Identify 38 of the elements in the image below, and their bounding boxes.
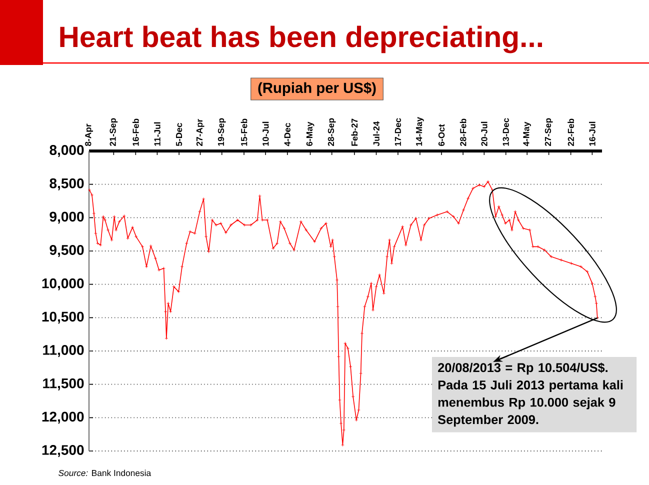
y-tick-label: 8,500 — [50, 178, 84, 190]
y-tick-label: 9,000 — [50, 212, 84, 224]
x-tick-label: Jul-24 — [373, 121, 380, 146]
x-tick-label: 10-Jul — [262, 122, 269, 146]
x-tick-label: 6-Oct — [438, 124, 445, 146]
x-tick-label: 13-Dec — [502, 118, 509, 146]
x-tick-label: 4-May — [523, 122, 531, 146]
x-tick-label: 5-Dec — [176, 122, 182, 146]
x-tick-label: 6-May — [306, 122, 314, 146]
y-tick-label: 12,000 — [42, 412, 84, 424]
y-tick-label: 10,500 — [42, 312, 84, 324]
x-tick-label: 16-Jul — [589, 122, 596, 146]
chart-subtitle: (Rupiah per US$) — [258, 82, 376, 96]
x-tick-label: 22-Feb — [568, 118, 574, 146]
x-tick-label: 27-Apr — [196, 118, 204, 146]
x-tick-label: Feb-27 — [351, 118, 358, 146]
x-tick-label: 21-Sep — [110, 118, 118, 146]
chart-title: Heart beat has been depreciating... — [60, 26, 542, 54]
x-tick-label: 19-Sep — [218, 118, 226, 146]
x-tick-label: 28-Feb — [460, 118, 466, 146]
y-tick-label: 9,500 — [50, 245, 84, 257]
x-tick-label: 15-Feb — [240, 118, 248, 146]
x-tick-label: 11-Jul — [154, 122, 160, 146]
x-tick-label: 4-Dec — [284, 122, 290, 146]
y-tick-label: 12,500 — [42, 445, 84, 457]
x-tick-label: 16-Feb — [132, 118, 139, 146]
annotation: 20/08/2013 = Rp 10.504/US$. Pada 15 Juli 2013 pertama kali menembus Rp 10.000 sejak 9 September 2009. — [438, 362, 623, 427]
x-tick-label: 28-Sep — [328, 118, 336, 146]
y-tick-label: 11,500 — [43, 378, 84, 390]
y-tick-label: 10,000 — [42, 278, 84, 290]
x-tick-label: 14-May — [416, 116, 424, 146]
y-tick-label: 8,000 — [50, 145, 84, 157]
text: Source: Bank Indonesia — [58, 470, 152, 476]
y-tick-label: 11,000 — [43, 345, 84, 357]
x-tick-label: 8-Apr — [85, 124, 93, 146]
x-tick-label: 17-Dec — [394, 118, 401, 146]
x-tick-label: 20-Jul — [480, 122, 488, 146]
x-tick-label: 27-Sep — [544, 118, 553, 146]
